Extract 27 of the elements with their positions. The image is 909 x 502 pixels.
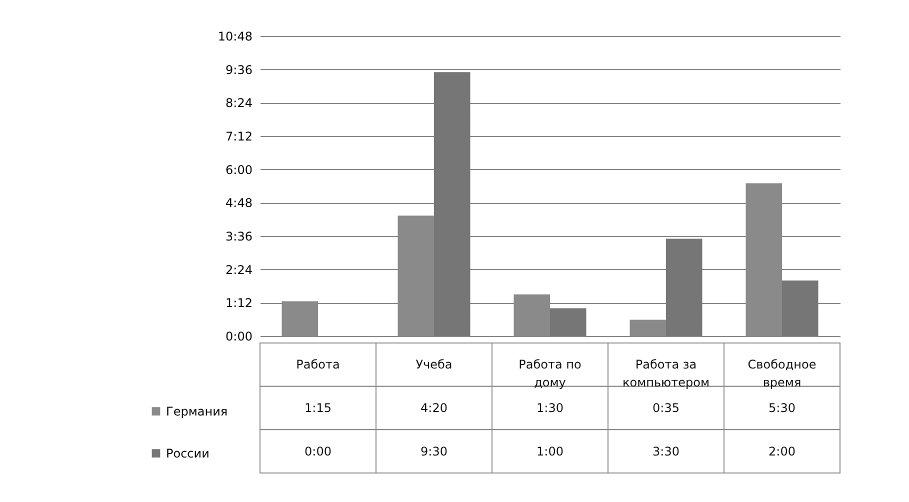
data-label: 1:00 bbox=[536, 444, 564, 458]
data-label: 3:30 bbox=[652, 444, 680, 458]
data-label: 5:30 bbox=[768, 401, 796, 415]
x-tick-label: Работа по дому bbox=[518, 358, 582, 390]
data-label: 2:00 bbox=[768, 444, 796, 458]
x-tick-label: Работа bbox=[296, 358, 340, 372]
y-tick-label: 9:36 bbox=[226, 62, 252, 77]
x-tick-label: Свободное время bbox=[748, 358, 816, 390]
y-tick-label: 6:00 bbox=[226, 162, 252, 177]
y-tick-label: 3:36 bbox=[226, 230, 252, 244]
y-tick-label: 10:48 bbox=[218, 30, 252, 44]
y-tick-label: 1:12 bbox=[226, 296, 252, 310]
data-label: 1:30 bbox=[536, 401, 564, 415]
y-tick-label: 0:00 bbox=[226, 330, 252, 344]
data-label: 0:00 bbox=[304, 444, 332, 458]
data-label: 4:20 bbox=[420, 401, 448, 415]
y-tick-label: 7:12 bbox=[226, 130, 252, 144]
data-label: 9:30 bbox=[420, 444, 448, 458]
data-label: 1:15 bbox=[304, 401, 332, 415]
y-tick-label: 8:24 bbox=[226, 96, 252, 110]
data-label: 0:35 bbox=[652, 401, 680, 415]
y-tick-label: 4:48 bbox=[226, 196, 252, 210]
x-tick-label: Работа за компьютером bbox=[622, 358, 710, 390]
y-tick-label: 2:24 bbox=[226, 262, 252, 277]
x-tick-label: Учеба bbox=[416, 358, 452, 372]
legend-label: Германия bbox=[166, 404, 228, 418]
legend-label: России bbox=[166, 446, 210, 460]
